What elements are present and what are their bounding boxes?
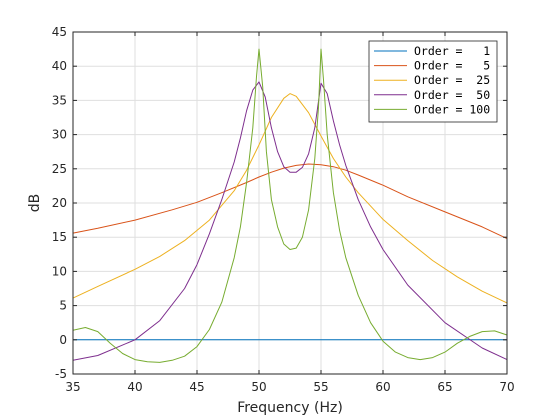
y-tick-label: 30 [52,128,67,142]
x-tick-label: 60 [375,380,390,394]
y-tick-label: 0 [59,333,67,347]
legend-entry: Order = 100 [414,102,490,116]
legend-entry: Order = 50 [414,88,490,102]
y-tick-label: 35 [52,93,67,107]
axis-ticks: 35 40 45 50 55 60 65 70 -5 0 5 10 15 20 25 30 35 40 45 [52,25,515,394]
series-layer [72,48,508,363]
y-axis-label: dB [27,194,43,213]
series-line-3 [72,93,508,304]
x-tick-label: 65 [437,380,452,394]
x-axis-label: Frequency (Hz) [237,400,343,416]
legend-box [368,40,498,123]
y-tick-label: 20 [52,196,67,210]
y-tick-label: 40 [52,59,67,73]
series-line-5 [72,48,508,363]
legend-entry: Order = 25 [414,73,490,87]
y-tick-label: 15 [52,230,67,244]
y-tick-label: -5 [55,367,67,381]
x-tick-label: 50 [251,380,266,394]
y-tick-label: 5 [59,299,67,313]
x-tick-label: 45 [189,380,204,394]
x-tick-label: 35 [65,380,80,394]
y-tick-label: 45 [52,25,67,39]
series-line-2 [72,163,508,240]
x-tick-label: 55 [313,380,328,394]
x-tick-label: 40 [127,380,142,394]
series-line-4 [72,81,508,361]
x-tick-label: 70 [499,380,514,394]
y-tick-label: 25 [52,162,67,176]
legend-entry: Order = 5 [414,59,490,73]
legend-entry: Order = 1 [414,44,490,58]
y-tick-label: 10 [52,264,67,278]
